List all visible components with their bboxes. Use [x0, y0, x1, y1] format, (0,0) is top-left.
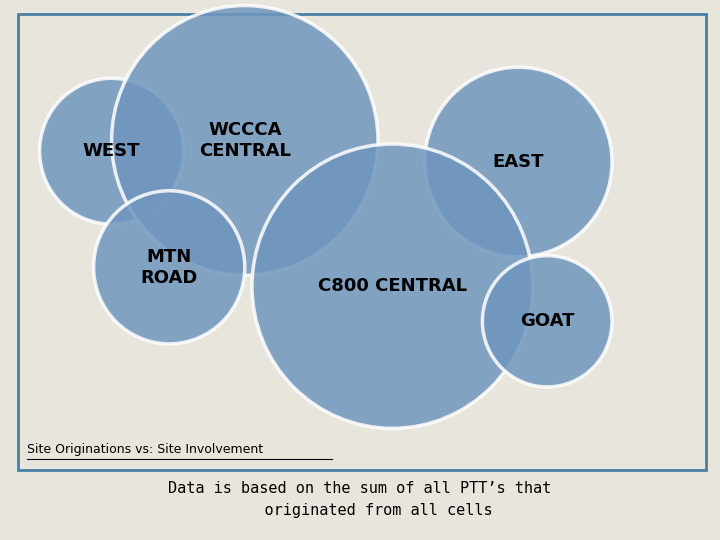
Ellipse shape	[425, 68, 612, 256]
Text: Site Originations vs: Site Involvement: Site Originations vs: Site Involvement	[27, 443, 264, 456]
Text: WEST: WEST	[83, 142, 140, 160]
Text: Data is based on the sum of all PTT’s that
    originated from all cells: Data is based on the sum of all PTT’s th…	[168, 481, 552, 518]
Ellipse shape	[40, 78, 184, 224]
Text: MTN
ROAD: MTN ROAD	[140, 248, 198, 287]
Text: GOAT: GOAT	[520, 312, 575, 330]
Ellipse shape	[252, 144, 533, 428]
Bar	[18, 14, 706, 470]
Text: C800 CENTRAL: C800 CENTRAL	[318, 277, 467, 295]
Ellipse shape	[112, 5, 378, 275]
Ellipse shape	[94, 191, 245, 344]
Text: WCCCA
CENTRAL: WCCCA CENTRAL	[199, 121, 291, 160]
Text: EAST: EAST	[492, 153, 544, 171]
Ellipse shape	[482, 255, 612, 387]
